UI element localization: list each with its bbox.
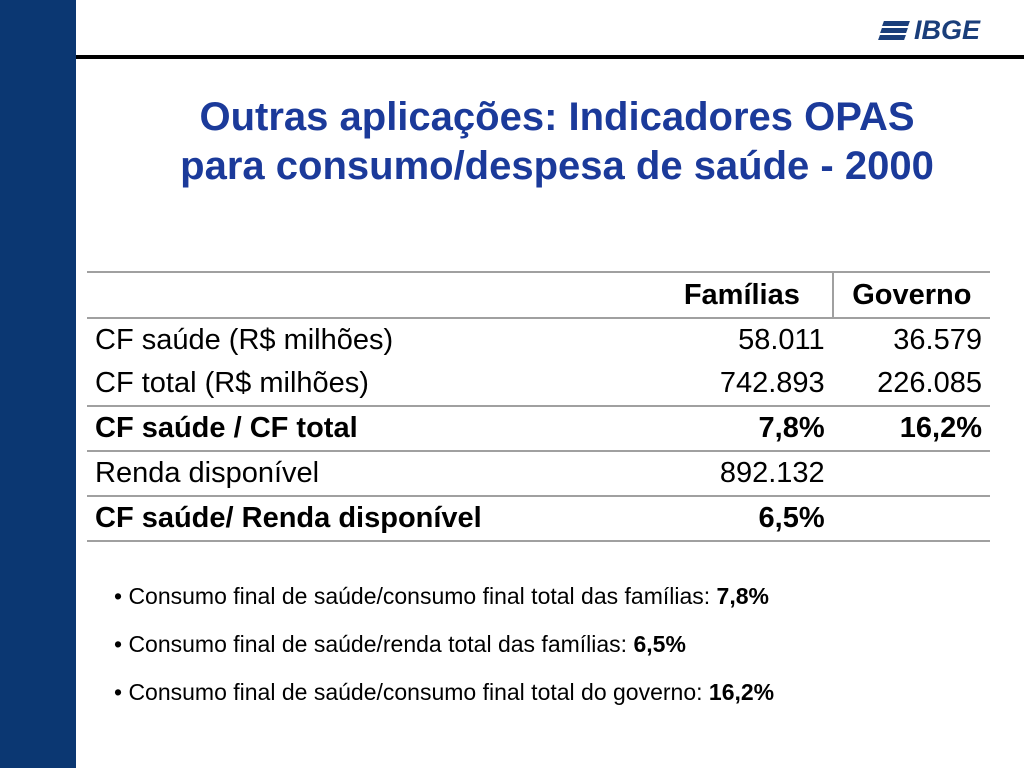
slide-title-line-1: Outras aplicações: Indicadores OPAS <box>199 95 915 139</box>
cell-governo: 226.085 <box>832 362 990 407</box>
bullet-text: • Consumo final de saúde/consumo final t… <box>114 583 717 609</box>
list-item: • Consumo final de saúde/consumo final t… <box>114 674 774 722</box>
bullet-text: • Consumo final de saúde/renda total das… <box>114 631 634 657</box>
left-sidebar-band <box>0 0 76 768</box>
slide-title-line-2: para consumo/despesa de saúde - 2000 <box>180 144 934 188</box>
bullet-value: 7,8% <box>716 583 769 609</box>
table-header-row: Famílias Governo <box>87 271 990 319</box>
cell-governo: 36.579 <box>893 324 982 356</box>
row-label: CF saúde / CF total <box>87 406 541 452</box>
row-label: CF saúde (R$ milhões) <box>95 324 394 356</box>
ibge-logo: IBGE <box>877 12 980 48</box>
list-item: • Consumo final de saúde/consumo final t… <box>114 578 774 626</box>
row-label: CF total (R$ milhões) <box>87 362 541 407</box>
ibge-logo-icon <box>877 19 911 41</box>
bullet-list: • Consumo final de saúde/consumo final t… <box>114 578 774 722</box>
list-item: • Consumo final de saúde/renda total das… <box>114 626 774 674</box>
table-row: CF total (R$ milhões) 742.893 226.085 <box>87 362 990 407</box>
ibge-logo-text: IBGE <box>914 14 981 45</box>
cell-familias: 6,5% <box>540 496 833 542</box>
header-governo: Governo <box>832 271 990 319</box>
row-label: Renda disponível <box>87 451 541 497</box>
table-row: CF saúde/ Renda disponível 6,5% <box>87 496 990 542</box>
indicators-table: Famílias Governo CF saúde (R$ milhões) 5… <box>87 271 990 542</box>
bullet-value: 16,2% <box>708 679 775 705</box>
header-rule <box>76 55 1024 59</box>
header-familias: Famílias <box>540 271 834 319</box>
cell-governo <box>832 451 990 497</box>
table-row: Renda disponível 892.132 <box>87 451 990 497</box>
cell-governo <box>832 496 990 542</box>
bullet-text: • Consumo final de saúde/consumo final t… <box>114 679 709 705</box>
cell-familias: 58.011 <box>738 324 825 356</box>
slide-title: Outras aplicações: Indicadores OPAS para… <box>90 93 1024 191</box>
header-blank <box>87 271 541 319</box>
table-row: CF saúde (R$ milhões) 58.011 36.579 <box>87 318 990 362</box>
row-label: CF saúde/ Renda disponível <box>87 496 541 542</box>
cell-familias: 742.893 <box>540 362 833 407</box>
table-row: CF saúde / CF total 7,8% 16,2% <box>87 406 990 452</box>
cell-familias: 892.132 <box>540 451 833 497</box>
cell-familias: 7,8% <box>540 406 833 452</box>
cell-governo: 16,2% <box>832 406 990 452</box>
bullet-value: 6,5% <box>633 631 686 657</box>
